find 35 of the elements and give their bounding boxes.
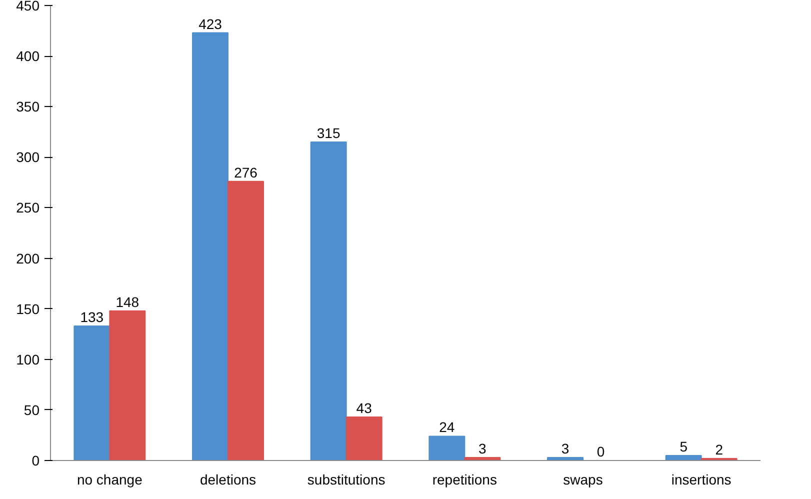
data-label: 0 — [596, 444, 605, 460]
x-tick-label: no change — [76, 472, 143, 488]
data-label: 2 — [715, 441, 724, 458]
x-tick-label: swaps — [563, 472, 603, 488]
y-tick-label: 150 — [16, 300, 40, 317]
bar — [109, 310, 146, 460]
bar — [192, 32, 228, 460]
bar — [310, 142, 347, 460]
x-tick-label: deletions — [200, 472, 256, 488]
y-tick-label: 400 — [16, 48, 40, 64]
data-label: 24 — [439, 419, 455, 436]
bar — [228, 180, 264, 460]
data-label: 315 — [316, 125, 340, 141]
bar — [74, 326, 110, 460]
y-tick-label: 450 — [16, 0, 40, 14]
y-tick-label: 250 — [16, 200, 40, 216]
y-tick-label: 200 — [16, 250, 40, 266]
data-label: 148 — [116, 294, 140, 310]
data-label: 3 — [561, 440, 570, 456]
data-label: 5 — [680, 438, 688, 454]
x-tick-label: repetitions — [432, 472, 497, 488]
data-label: 423 — [198, 16, 222, 32]
data-label: 3 — [478, 440, 487, 456]
bar — [346, 416, 382, 460]
y-tick-label: 300 — [16, 149, 40, 166]
bar — [428, 436, 466, 460]
x-tick-label: insertions — [671, 472, 732, 488]
data-label: 43 — [356, 400, 372, 416]
data-label: 133 — [80, 309, 104, 326]
y-tick-label: 100 — [16, 351, 40, 368]
y-tick-label: 50 — [24, 402, 40, 418]
x-tick-label: substitutions — [307, 472, 386, 488]
data-label: 276 — [234, 164, 258, 180]
y-tick-label: 350 — [16, 98, 40, 115]
y-tick-label: 0 — [32, 452, 40, 468]
